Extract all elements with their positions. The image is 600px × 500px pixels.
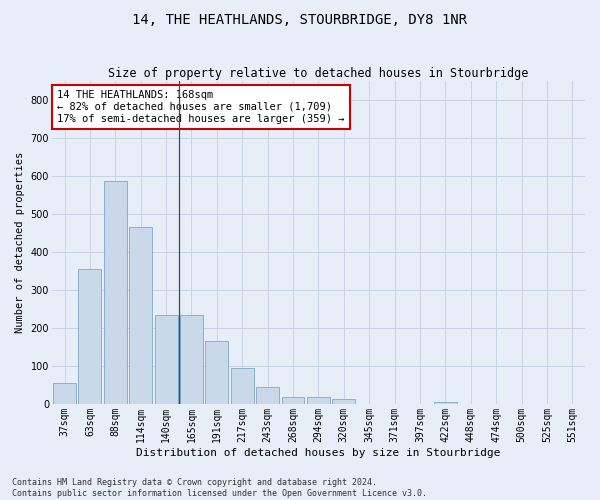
Bar xyxy=(53,383,76,404)
Bar xyxy=(180,314,203,404)
Bar xyxy=(434,402,457,404)
Title: Size of property relative to detached houses in Stourbridge: Size of property relative to detached ho… xyxy=(108,66,529,80)
Bar xyxy=(104,182,127,404)
Text: 14, THE HEATHLANDS, STOURBRIDGE, DY8 1NR: 14, THE HEATHLANDS, STOURBRIDGE, DY8 1NR xyxy=(133,12,467,26)
Text: Contains HM Land Registry data © Crown copyright and database right 2024.
Contai: Contains HM Land Registry data © Crown c… xyxy=(12,478,427,498)
Y-axis label: Number of detached properties: Number of detached properties xyxy=(15,152,25,333)
Bar xyxy=(205,341,228,404)
Bar xyxy=(332,400,355,404)
X-axis label: Distribution of detached houses by size in Stourbridge: Distribution of detached houses by size … xyxy=(136,448,500,458)
Bar xyxy=(129,227,152,404)
Bar xyxy=(79,269,101,404)
Bar xyxy=(281,397,304,404)
Bar xyxy=(307,397,330,404)
Text: 14 THE HEATHLANDS: 168sqm
← 82% of detached houses are smaller (1,709)
17% of se: 14 THE HEATHLANDS: 168sqm ← 82% of detac… xyxy=(57,90,344,124)
Bar xyxy=(231,368,254,404)
Bar xyxy=(256,387,279,404)
Bar xyxy=(155,314,178,404)
